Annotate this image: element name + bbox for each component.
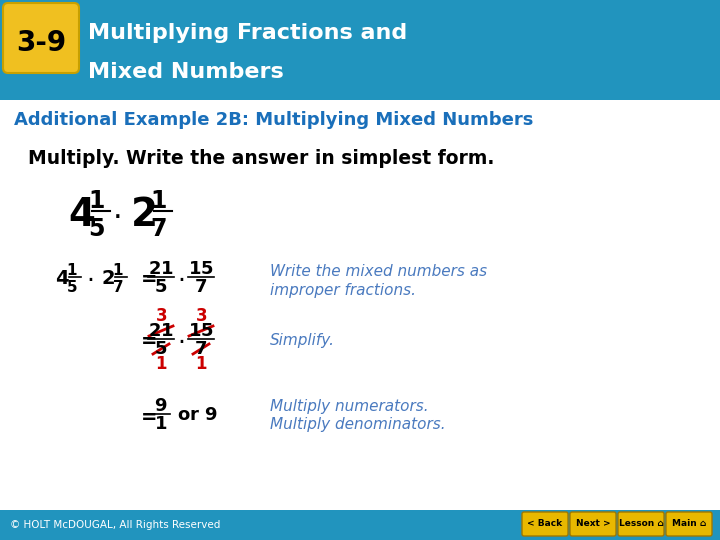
Text: Next >: Next > [576,519,611,529]
Text: $\mathbf{1}$: $\mathbf{1}$ [150,189,166,213]
Text: $\mathbf{4}$: $\mathbf{4}$ [55,268,70,287]
Text: $\mathbf{1}$: $\mathbf{1}$ [88,189,104,213]
Text: $\cdot$: $\cdot$ [112,202,120,232]
Text: $\mathbf{3}$: $\mathbf{3}$ [195,307,207,325]
FancyBboxPatch shape [522,512,568,536]
Text: Additional Example 2B: Multiplying Mixed Numbers: Additional Example 2B: Multiplying Mixed… [14,111,534,129]
Text: $\mathbf{5}$: $\mathbf{5}$ [66,279,78,295]
Text: $\mathbf{5}$: $\mathbf{5}$ [154,278,168,296]
Text: $\mathbf{21}$: $\mathbf{21}$ [148,260,174,278]
Text: $\mathbf{1}$: $\mathbf{1}$ [112,262,124,278]
Text: $\mathbf{2}$: $\mathbf{2}$ [101,268,115,287]
FancyBboxPatch shape [3,3,79,73]
Bar [0,510,720,540]
Text: Write the mixed numbers as: Write the mixed numbers as [270,265,487,280]
Text: $\mathbf{3}$: $\mathbf{3}$ [155,307,167,325]
Text: $\mathbf{2}$: $\mathbf{2}$ [130,196,156,234]
Text: $\mathbf{7}$: $\mathbf{7}$ [150,217,166,241]
Text: Lesson ⌂: Lesson ⌂ [618,519,663,529]
Text: $\mathbf{1}$: $\mathbf{1}$ [155,355,167,373]
FancyBboxPatch shape [666,512,712,536]
Bar [0,0,720,100]
FancyBboxPatch shape [570,512,616,536]
Text: Multiplying Fractions and: Multiplying Fractions and [88,23,408,43]
Text: $\mathbf{5}$: $\mathbf{5}$ [154,340,168,358]
Text: $\mathbf{1}$: $\mathbf{1}$ [66,262,78,278]
Text: $\mathbf{1}$: $\mathbf{1}$ [195,355,207,373]
Text: < Back: < Back [528,519,562,529]
Text: Main ⌂: Main ⌂ [672,519,706,529]
Text: $\mathbf{5}$: $\mathbf{5}$ [88,217,104,241]
Text: $\mathbf{9}$: $\mathbf{9}$ [154,397,168,415]
Text: $\mathbf{7}$: $\mathbf{7}$ [194,340,207,358]
Text: Multiply. Write the answer in simplest form.: Multiply. Write the answer in simplest f… [28,148,495,167]
Text: $\mathbf{7}$: $\mathbf{7}$ [112,279,124,295]
Text: $\cdot$: $\cdot$ [177,267,184,291]
Text: $\mathbf{15}$: $\mathbf{15}$ [188,260,214,278]
Text: $\mathbf{7}$: $\mathbf{7}$ [194,278,207,296]
FancyBboxPatch shape [618,512,664,536]
Text: $\mathbf{1}$: $\mathbf{1}$ [154,415,168,433]
Text: improper fractions.: improper fractions. [270,282,416,298]
Text: $\mathbf{=}$: $\mathbf{=}$ [137,406,157,424]
Text: $\mathbf{21}$: $\mathbf{21}$ [148,322,174,340]
Text: Multiply numerators.: Multiply numerators. [270,400,428,415]
Text: Mixed Numbers: Mixed Numbers [88,62,284,82]
Text: $\mathbf{4}$: $\mathbf{4}$ [68,196,95,234]
Text: $\mathbf{15}$: $\mathbf{15}$ [188,322,214,340]
Text: $\mathbf{=}$: $\mathbf{=}$ [137,330,157,349]
Text: $\mathbf{or\ 9}$: $\mathbf{or\ 9}$ [177,406,217,424]
Text: $\cdot$: $\cdot$ [86,267,94,291]
Text: © HOLT McDOUGAL, All Rights Reserved: © HOLT McDOUGAL, All Rights Reserved [10,520,220,530]
Text: $\mathbf{=}$: $\mathbf{=}$ [137,268,157,287]
Text: 3-9: 3-9 [16,29,66,57]
Text: Simplify.: Simplify. [270,333,335,348]
Text: Multiply denominators.: Multiply denominators. [270,417,446,433]
Text: $\cdot$: $\cdot$ [177,329,184,353]
